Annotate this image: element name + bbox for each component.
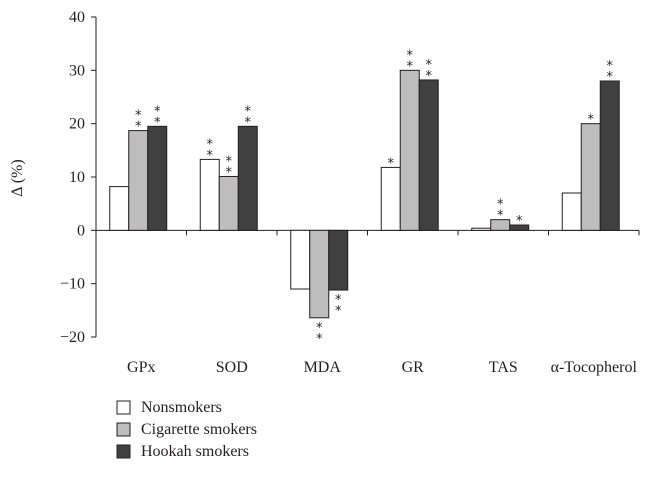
significance-star: * xyxy=(135,120,142,135)
significance-star: * xyxy=(407,48,414,63)
significance-star: * xyxy=(154,115,161,130)
y-tick-label: 10 xyxy=(69,169,85,186)
legend-swatch xyxy=(116,400,131,415)
y-tick-label: 0 xyxy=(77,222,85,239)
significance-star: * xyxy=(154,104,161,119)
significance-star: * xyxy=(245,115,252,130)
category-label: GR xyxy=(402,359,425,376)
significance-star: * xyxy=(426,69,433,84)
bar xyxy=(509,224,530,231)
bar xyxy=(580,123,601,231)
legend-swatch xyxy=(116,444,131,459)
bar xyxy=(309,229,330,319)
y-tick-label: −10 xyxy=(60,276,85,293)
bar xyxy=(399,69,420,231)
legend: Nonsmokers Cigarette smokers Hookah smoker… xyxy=(116,399,257,460)
bar xyxy=(218,175,239,231)
significance-star: * xyxy=(335,304,342,319)
category-label: α-Tocopherol xyxy=(551,359,638,376)
legend-label: Cigarette smokers xyxy=(141,421,257,438)
y-axis: −20 −10 0 10 20 30 40 xyxy=(60,9,640,346)
significance-star: * xyxy=(335,293,342,308)
bar xyxy=(380,166,401,231)
bar xyxy=(471,227,492,231)
significance-star: * xyxy=(388,156,395,171)
bar xyxy=(128,130,149,231)
significance-star: * xyxy=(407,59,414,74)
significance-star: * xyxy=(607,70,614,85)
category-label: MDA xyxy=(304,359,342,376)
category-label: SOD xyxy=(216,359,248,376)
legend-label: Nonsmokers xyxy=(141,399,222,416)
significance-star: * xyxy=(588,113,595,128)
y-tick-label: −20 xyxy=(60,329,85,346)
bar xyxy=(328,229,349,291)
significance-star: * xyxy=(226,165,233,180)
significance-star: * xyxy=(135,109,142,124)
category-label: TAS xyxy=(489,359,518,376)
significance-star: * xyxy=(226,154,233,169)
bar xyxy=(599,80,620,231)
significance-marks: ****** *********** **** **** xyxy=(135,48,614,346)
legend-swatch xyxy=(116,422,131,437)
significance-star: * xyxy=(207,137,214,152)
bar xyxy=(290,229,311,290)
bar xyxy=(199,158,220,231)
legend-label: Hookah smokers xyxy=(141,443,249,460)
bar xyxy=(561,192,582,231)
significance-star: * xyxy=(245,104,252,119)
category-labels: GPx SOD MDA GR TAS α-Tocopherol xyxy=(127,359,637,376)
y-axis-title: Δ (%) xyxy=(9,159,26,196)
category-label: GPx xyxy=(127,359,155,376)
y-tick-label: 30 xyxy=(69,62,85,79)
significance-star: * xyxy=(607,59,614,74)
bar xyxy=(109,186,130,231)
significance-star: * xyxy=(516,214,523,229)
significance-star: * xyxy=(207,148,214,163)
bar xyxy=(237,125,258,231)
y-tick-label: 20 xyxy=(69,116,85,133)
significance-star: * xyxy=(316,321,323,336)
bar xyxy=(418,79,439,231)
bar xyxy=(147,125,168,231)
significance-star: * xyxy=(497,209,504,224)
significance-star: * xyxy=(316,332,323,347)
bars-group xyxy=(109,69,620,319)
significance-star: * xyxy=(426,58,433,73)
y-tick-label: 40 xyxy=(69,9,85,26)
significance-star: * xyxy=(497,198,504,213)
